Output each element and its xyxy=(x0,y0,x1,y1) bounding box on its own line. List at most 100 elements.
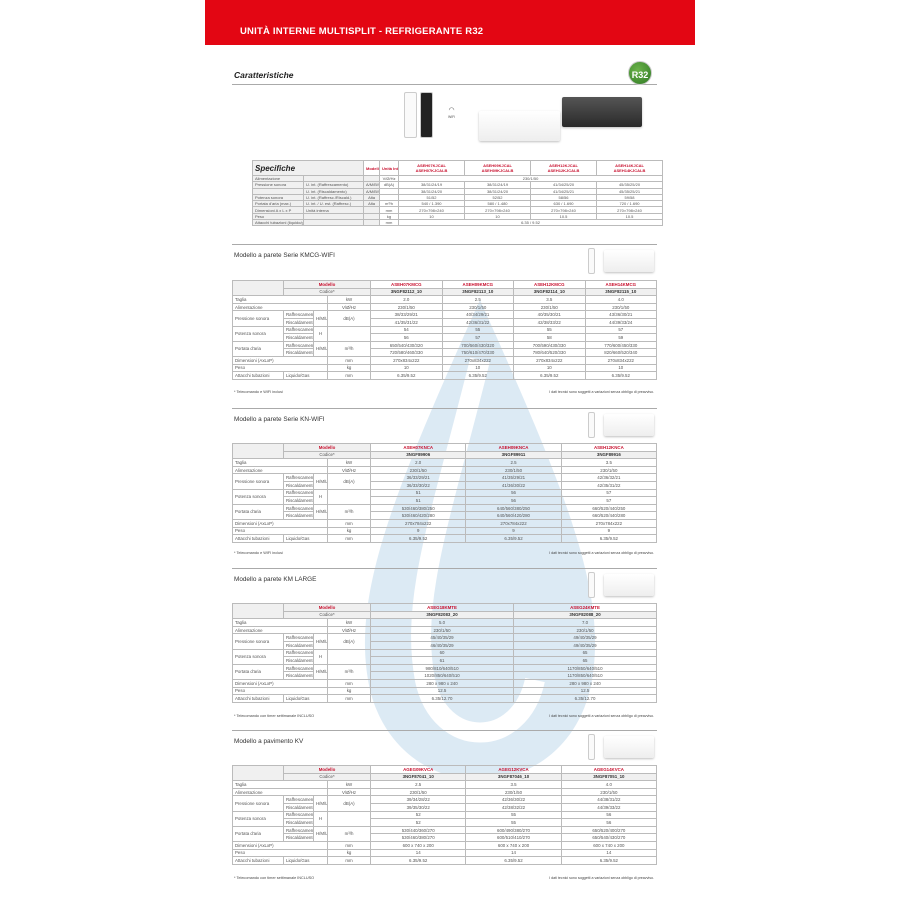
row-value: 42/36/31/22 xyxy=(441,317,515,327)
table-row: Modello ASEH07KMCG ASEH09KMCG ASEH12KMCG ASE… xyxy=(232,279,658,297)
table-row: Dimensioni (AxLxP) mm 600 x 740 x 200 600 x… xyxy=(232,840,658,850)
row-value: 230/1/50 xyxy=(370,302,443,312)
row-label: Dimensioni (AxLxP) xyxy=(232,678,328,688)
model-code: 3NGF87041_10 xyxy=(370,772,467,782)
row-unit: mm xyxy=(326,840,372,850)
row-unit: kg xyxy=(326,526,372,536)
model-name: ASEH12KJCAL xyxy=(549,163,578,168)
modello-label: Modello xyxy=(282,280,372,289)
table-row: Portata d'ariaRaffrescamentoH/M/L/Qm³/h6… xyxy=(232,340,658,357)
model-name: AGEG12KVCA xyxy=(465,765,562,774)
row-label: Attacchi tubazioni xyxy=(232,371,284,380)
row-value: 650/540/430/320 xyxy=(370,340,443,350)
row-value: 780/640/520/330 xyxy=(513,348,586,357)
row-label: Pressione sonora xyxy=(232,310,284,327)
row-label: Potenza sonora xyxy=(232,488,284,505)
row-value: 270x834x222 xyxy=(513,355,586,365)
corner-cell xyxy=(232,764,284,782)
row-value: 39/34/28/22 xyxy=(370,795,467,804)
table-row: Attacchi tubazioni Liquido/Gas mm 6.35/12.7… xyxy=(232,694,658,703)
row-sublabel: Riscaldamento xyxy=(283,333,314,342)
row-value: 56 xyxy=(560,818,658,827)
model-name: ASEH12KJCALB xyxy=(547,168,580,173)
row-label: Pressione sonora xyxy=(232,795,284,812)
wifi-icon: ◠ WiFi xyxy=(448,107,455,119)
row-value: 49/40/35/29 xyxy=(513,633,658,642)
row-unit: mm xyxy=(326,856,372,865)
model-header: ASEH09KJCAL ASEH09KJCALB xyxy=(464,160,532,176)
row-value: 230/1/50 xyxy=(370,465,467,475)
table-row: Riscaldamento 61 65 xyxy=(233,656,658,665)
row-value: 4.0 xyxy=(584,295,658,304)
row-unit: kg xyxy=(326,848,372,858)
row-value: 530/460/380/270 xyxy=(370,833,467,842)
table-row: Riscaldamento 36/33/30/22 41/36/30/22 42/35… xyxy=(233,480,658,490)
row-sublabel: Raffrescamento xyxy=(283,825,314,835)
row-value: 6.35/12.70 xyxy=(513,694,658,703)
codice-label: Codice* xyxy=(282,610,372,620)
row-value: 280 x 980 x 240 xyxy=(370,678,515,688)
model-code: 3NGF82113_10 xyxy=(441,287,515,297)
row-label: Dimensioni (AxLxP) xyxy=(232,518,328,528)
row-label: Taglia xyxy=(232,295,328,304)
row-value: 230/1/50 xyxy=(465,787,562,797)
row-sublabel: Riscaldamento xyxy=(283,348,314,357)
row-sublabel: Raffrescamento xyxy=(283,340,314,350)
row-label: Dimensioni (AxLxP) xyxy=(232,840,328,850)
model-name: ASEH14KJCALB xyxy=(613,168,646,173)
r32-badge: R32 xyxy=(628,61,652,85)
row-unit xyxy=(326,648,372,665)
model-name: ASEH09KNCA xyxy=(465,443,562,452)
remote-image xyxy=(588,412,595,438)
row-unit: kW xyxy=(326,780,372,789)
row-sublabel: Riscaldamento xyxy=(283,818,314,827)
table-row: Potenza sonoraRaffrescamentoH54555557 xyxy=(232,325,658,342)
model-header: ASEH12KJCAL ASEH12KJCALB xyxy=(530,160,598,176)
row-value: 530/440/360/270 xyxy=(370,825,467,835)
corner-cell xyxy=(232,442,284,460)
row-value: 230/1/50 xyxy=(513,625,658,635)
row-value: 660/520/440/250 xyxy=(560,503,658,513)
row-sublabel xyxy=(302,219,365,227)
row-value: 45/40/35/29 xyxy=(370,633,515,642)
row-value: 56 xyxy=(370,333,443,342)
row-label: Potenza sonora xyxy=(232,648,284,665)
row-value: 2.5 xyxy=(465,458,562,467)
row-unit: kW xyxy=(326,295,372,304)
row-value: 12.5 xyxy=(370,686,515,696)
row-value: 65 xyxy=(513,656,658,665)
row-sublabel: Riscaldamento xyxy=(283,317,314,327)
row-mode: H/M/L/Q xyxy=(313,663,328,680)
row-value: 2.5 xyxy=(441,295,515,304)
row-sublabel: Liquido/Gas xyxy=(283,371,328,380)
row-value: 3.5 xyxy=(560,458,658,467)
row-mode: H/M/L/Q xyxy=(313,825,328,842)
row-value: 270x834x222 xyxy=(441,355,515,365)
row-sublabel: Riscaldamento xyxy=(283,640,314,650)
row-value: 14 xyxy=(370,848,467,858)
table-row: Riscaldamento 530/460/380/270 600/510/410/… xyxy=(233,833,658,842)
table-row: Pressione sonoraRaffrescamentoH/M/L/QdB(… xyxy=(232,633,658,650)
row-label: Attacchi tubazioni xyxy=(232,534,284,543)
row-sublabel: Raffrescamento xyxy=(283,488,314,498)
table-row: Pressione sonoraRaffrescamentoH/M/L/QdB(… xyxy=(232,310,658,327)
row-unit: dB(A) xyxy=(326,473,372,490)
row-label: Portata d'aria xyxy=(232,663,284,680)
row-value: 6.35/9.52 xyxy=(370,371,443,380)
row-unit: mm xyxy=(326,694,372,703)
codice-label: Codice* xyxy=(282,450,372,460)
row-value: 270x784x222 xyxy=(370,518,467,528)
product-image xyxy=(604,574,654,596)
model-code: 3NGF82088_20 xyxy=(513,610,658,620)
table-row: Riscaldamento 720/580/460/330 750/610/470/… xyxy=(233,348,658,357)
row-value: 55 xyxy=(513,325,586,335)
section-title: Modello a pavimento KV xyxy=(234,738,304,745)
row-value: 51 xyxy=(370,488,467,498)
row-sublabel: Raffrescamento xyxy=(283,663,314,673)
row-value: 57 xyxy=(560,488,658,498)
row-mode: H/M/L/Q xyxy=(313,795,328,812)
row-value: 6.35/9.52 xyxy=(370,534,467,543)
row-value: 42/36/30/22 xyxy=(465,795,562,804)
row-value: 230/1/50 xyxy=(465,465,562,475)
row-value: 44/38/31/22 xyxy=(560,795,658,804)
